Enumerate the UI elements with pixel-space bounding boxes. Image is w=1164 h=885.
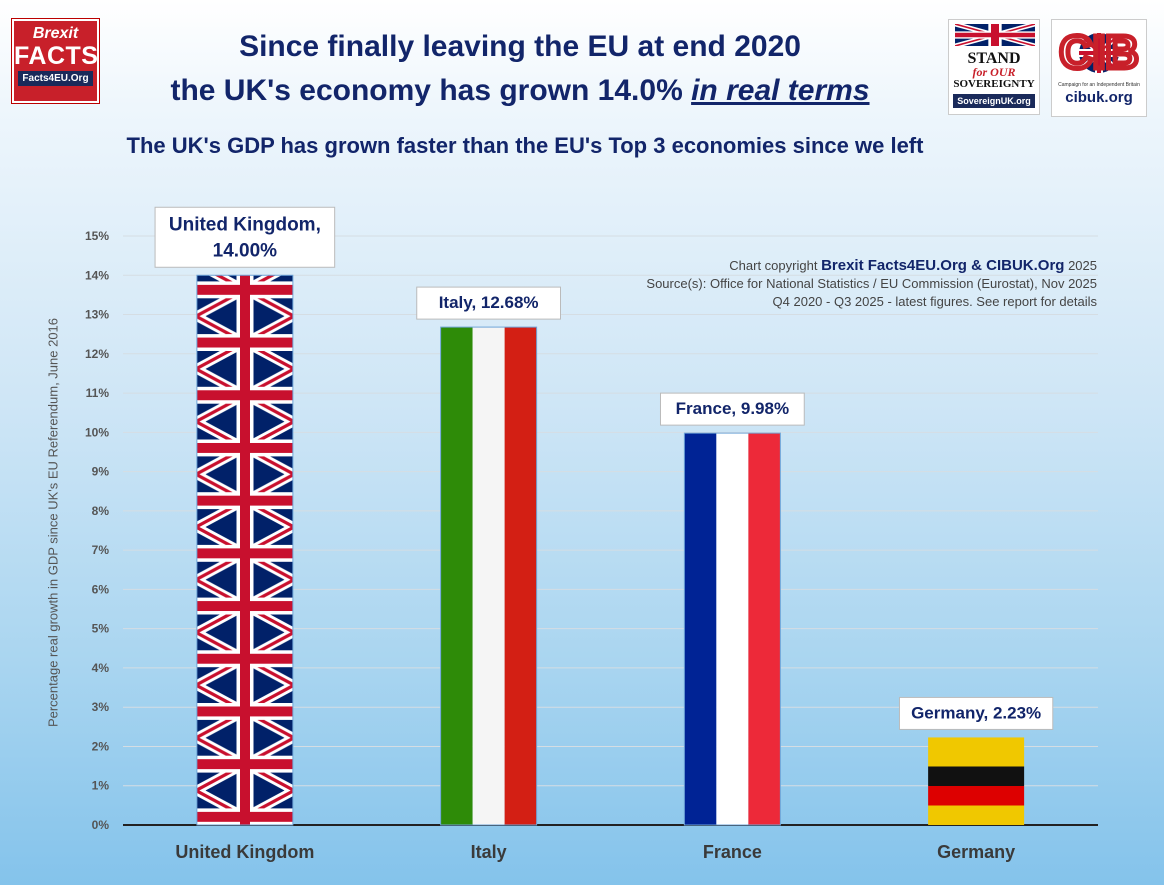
brexit-facts-logo-line1: Brexit — [32, 25, 79, 42]
bar-outline — [440, 326, 538, 826]
data-label-box — [416, 286, 562, 320]
chart-subtitle: The UK's GDP has grown faster than the E… — [126, 133, 924, 158]
data-label-text: Germany, 2.23% — [911, 703, 1041, 722]
sovereignty-logo-line3: SOVEREIGNTY — [953, 78, 1035, 90]
y-tick-label: 4% — [92, 661, 110, 675]
y-tick-label: 0% — [92, 818, 110, 832]
chart-title-line1: Since finally leaving the EU at end 2020 — [239, 30, 801, 63]
sovereignty-logo-line2: for OUR — [972, 65, 1016, 79]
bar-italy — [440, 326, 538, 826]
y-tick-label: 8% — [92, 504, 110, 518]
x-tick-labels: United Kingdom Italy France Germany — [175, 842, 1015, 862]
brexit-facts-logo: Brexit FACTS Facts4EU.Org — [12, 19, 99, 103]
y-tick-label: 2% — [92, 739, 110, 753]
bar-stripe — [928, 737, 1025, 747]
period-line: Q4 2020 - Q3 2025 - latest figures. See … — [772, 294, 1097, 309]
bars — [196, 274, 1025, 826]
x-tick-label: Germany — [937, 842, 1015, 862]
cib-mark-icon: CIB — [1057, 24, 1141, 81]
chart-notes: Chart copyright Brexit Facts4EU.Org & CI… — [646, 257, 1097, 311]
y-tick-label: 9% — [92, 465, 110, 479]
bar-stripe — [504, 327, 537, 825]
data-label: France, 9.98% — [659, 392, 805, 426]
bar-stripe — [928, 786, 1025, 806]
data-label-box — [898, 696, 1054, 730]
y-tick-label: 13% — [85, 308, 109, 322]
brexit-facts-logo-line2: FACTS — [14, 42, 99, 70]
cib-site: cibuk.org — [1065, 89, 1133, 106]
data-label: United Kingdom, 14.00% — [154, 206, 336, 268]
data-label-text: United Kingdom, — [169, 214, 321, 235]
source-line: Source(s): Office for National Statistic… — [646, 276, 1097, 291]
bar-france — [683, 432, 781, 826]
y-tick-labels: 0% 1% 2% 3% 4% 5% 6% 7% 8% 9% 10% 11% 12% 13% 14% 15% — [85, 229, 109, 832]
cib-logo: CIB Campaign for an Independent Britain … — [1051, 19, 1147, 117]
stand-for-our-sovereignty-logo: STAND for OUR SOVEREIGNTY SovereignUK.or… — [948, 19, 1040, 115]
bar-stripe — [928, 805, 1025, 825]
y-tick-label: 14% — [85, 268, 109, 282]
y-tick-label: 10% — [85, 425, 109, 439]
y-tick-label: 6% — [92, 582, 110, 596]
bar-united-kingdom — [196, 274, 294, 826]
bar-germany — [928, 737, 1025, 825]
y-tick-label: 1% — [92, 779, 110, 793]
bar-outline — [683, 432, 781, 826]
bar-stripe — [928, 747, 1025, 767]
x-tick-label: United Kingdom — [175, 842, 314, 862]
copyright-line: Chart copyright Brexit Facts4EU.Org & CI… — [646, 257, 1097, 275]
bar-stripe — [716, 433, 749, 825]
data-label-text: France, 9.98% — [676, 399, 789, 418]
data-label-text: 14.00% — [213, 240, 278, 261]
bar-fill-union-jack — [196, 274, 294, 826]
x-tick-label: France — [703, 842, 762, 862]
chart-title-emphasis: in real terms — [691, 74, 870, 107]
copyright-year: 2025 — [1068, 258, 1097, 273]
y-axis-label: Percentage real growth in GDP since UK's… — [45, 317, 61, 728]
union-jack-icon — [953, 22, 1037, 48]
bar-stripe — [684, 433, 717, 825]
cib-mark-text: CIB — [1059, 26, 1138, 78]
sovereignty-logo-site: SovereignUK.org — [953, 94, 1035, 108]
y-tick-label: 15% — [85, 229, 109, 243]
brexit-facts-logo-site: Facts4EU.Org — [18, 71, 93, 86]
y-tick-label: 5% — [92, 622, 110, 636]
bar-stripe — [748, 433, 781, 825]
data-label-box — [659, 392, 805, 426]
bar-stripe — [472, 327, 505, 825]
y-tick-label: 11% — [86, 386, 110, 400]
chart-title-line2-prefix: the UK's economy has grown 14.0% — [170, 74, 683, 107]
copyright-prefix: Chart copyright — [729, 258, 818, 273]
bar-stripe — [440, 327, 473, 825]
data-label-text: Italy, 12.68% — [439, 293, 539, 312]
y-tick-label: 12% — [85, 347, 109, 361]
data-labels: United Kingdom, 14.00% Italy, 12.68% France… — [154, 206, 1054, 730]
data-label: Germany, 2.23% — [898, 696, 1054, 730]
x-tick-label: Italy — [471, 842, 507, 862]
bar-stripe — [928, 766, 1025, 786]
y-tick-label: 7% — [92, 543, 110, 557]
y-tick-label: 3% — [92, 700, 110, 714]
chart-title-line2: the UK's economy has grown 14.0% in real… — [120, 72, 920, 110]
data-label: Italy, 12.68% — [416, 286, 562, 320]
cib-tagline: Campaign for an Independent Britain — [1058, 82, 1140, 88]
data-label-box — [154, 206, 336, 268]
copyright-brand: Brexit Facts4EU.Org & CIBUK.Org — [821, 257, 1065, 274]
sovereignty-logo-line1: STAND — [967, 50, 1021, 67]
